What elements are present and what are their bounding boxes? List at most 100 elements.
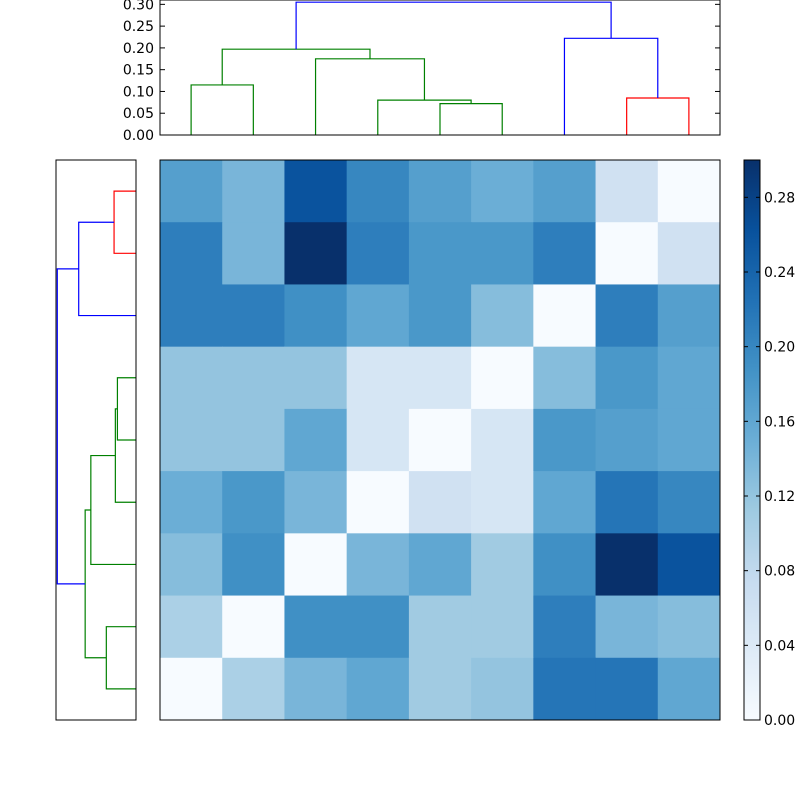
heatmap-cell — [160, 533, 223, 597]
heatmap-cell — [533, 222, 597, 285]
heatmap-cell — [160, 222, 223, 285]
heatmap-cell — [284, 657, 348, 721]
colorbar-frame — [743, 159, 761, 721]
heatmap-cell — [408, 284, 472, 348]
heatmap-cell — [533, 595, 597, 659]
y-tick-label: 0.05 — [123, 106, 154, 122]
heatmap-cell — [346, 408, 410, 472]
y-tick-label: 0.30 — [123, 0, 154, 13]
heatmap-cell — [346, 471, 410, 534]
y-tick-label: 0.25 — [123, 19, 154, 35]
y-tick-label: 0.10 — [123, 84, 154, 100]
heatmap-cell — [471, 346, 534, 410]
heatmap-cell — [284, 160, 348, 223]
heatmap-cell — [160, 346, 223, 410]
y-tick-label: 0.00 — [123, 128, 154, 144]
heatmap-cell — [408, 657, 472, 721]
heatmap-cell — [222, 284, 285, 348]
heatmap-cell — [284, 284, 348, 348]
heatmap-cell — [222, 408, 285, 472]
dendrogram-link — [105, 626, 136, 690]
colorbar-gradient — [744, 160, 760, 720]
heatmap-cell — [408, 408, 472, 472]
dendrogram-link — [190, 84, 254, 135]
heatmap-cell — [533, 284, 597, 348]
top-dendrogram: 0.00 0.05 0.10 0.15 0.20 0.25 0.30 — [123, 0, 721, 144]
heatmap-cell — [533, 346, 597, 410]
heatmap-cell — [346, 160, 410, 223]
heatmap-cell — [408, 471, 472, 534]
heatmap-cell — [160, 284, 223, 348]
dendrogram-link — [439, 103, 503, 135]
heatmap-cell — [222, 657, 285, 721]
heatmap-cell — [595, 408, 659, 472]
heatmap-cell — [595, 657, 659, 721]
heatmap-cell — [657, 595, 721, 659]
heatmap-cell — [533, 533, 597, 597]
heatmap-cell — [657, 346, 721, 410]
heatmap-cell — [471, 222, 534, 285]
heatmap-cell — [222, 595, 285, 659]
heatmap-cell — [222, 222, 285, 285]
colorbar-tick-label: 0.08 — [764, 564, 795, 580]
heatmap-cell — [471, 533, 534, 597]
heatmap-cell — [471, 471, 534, 534]
heatmap-frame — [159, 159, 721, 721]
heatmap-cell — [533, 657, 597, 721]
heatmap-cell — [408, 222, 472, 285]
heatmap-cell — [533, 160, 597, 223]
heatmap-cell — [284, 222, 348, 285]
top-dendrogram-frame — [159, 0, 721, 136]
colorbar-tick-label: 0.16 — [764, 414, 795, 430]
heatmap-cell — [595, 160, 659, 223]
dendrogram-link — [314, 58, 426, 135]
heatmap-cell — [160, 471, 223, 534]
heatmap-cell — [160, 408, 223, 472]
heatmap-cell — [408, 533, 472, 597]
heatmap-cell — [657, 284, 721, 348]
heatmap-cell — [471, 657, 534, 721]
heatmap-cell — [533, 408, 597, 472]
colorbar-tick-label: 0.28 — [764, 190, 795, 206]
dendrogram-link — [84, 509, 107, 659]
heatmap-cell — [284, 471, 348, 534]
heatmap-cell — [222, 346, 285, 410]
heatmap-cell — [222, 533, 285, 597]
heatmap-cell — [408, 160, 472, 223]
dendrogram-link — [116, 377, 136, 441]
heatmap-cell — [346, 533, 410, 597]
heatmap-cell — [595, 346, 659, 410]
heatmap-cell — [533, 471, 597, 534]
dendrogram-link — [78, 221, 136, 317]
heatmap-cell — [408, 346, 472, 410]
heatmap-cell — [471, 160, 534, 223]
heatmap-cell — [160, 657, 223, 721]
dendrogram-link — [626, 97, 690, 135]
heatmap-cell — [471, 408, 534, 472]
colorbar-tick-label: 0.20 — [764, 340, 795, 356]
heatmap-cell — [595, 222, 659, 285]
heatmap-cell — [346, 346, 410, 410]
dendrogram-link — [377, 99, 472, 135]
left-dendrogram-frame — [55, 159, 137, 721]
dendrogram-link — [113, 190, 136, 254]
dendrogram-link — [295, 1, 612, 50]
heatmap-cell — [408, 595, 472, 659]
heatmap-cell — [160, 595, 223, 659]
heatmap-cell — [346, 595, 410, 659]
heatmap-cell — [657, 533, 721, 597]
heatmap-cell — [346, 657, 410, 721]
dendrogram-link — [114, 408, 136, 503]
heatmap-cell — [657, 657, 721, 721]
heatmap-cell — [471, 595, 534, 659]
heatmap-cell — [657, 471, 721, 534]
heatmap-cell — [595, 595, 659, 659]
heatmap-cell — [284, 346, 348, 410]
left-dendrogram — [55, 159, 137, 721]
heatmap-cell — [222, 471, 285, 534]
heatmap-cell — [160, 160, 223, 223]
y-tick-label: 0.20 — [123, 41, 154, 57]
colorbar: 0.00 0.04 0.08 0.12 0.16 0.20 0.24 0.28 — [743, 159, 795, 729]
colorbar-tick-label: 0.24 — [764, 265, 795, 281]
